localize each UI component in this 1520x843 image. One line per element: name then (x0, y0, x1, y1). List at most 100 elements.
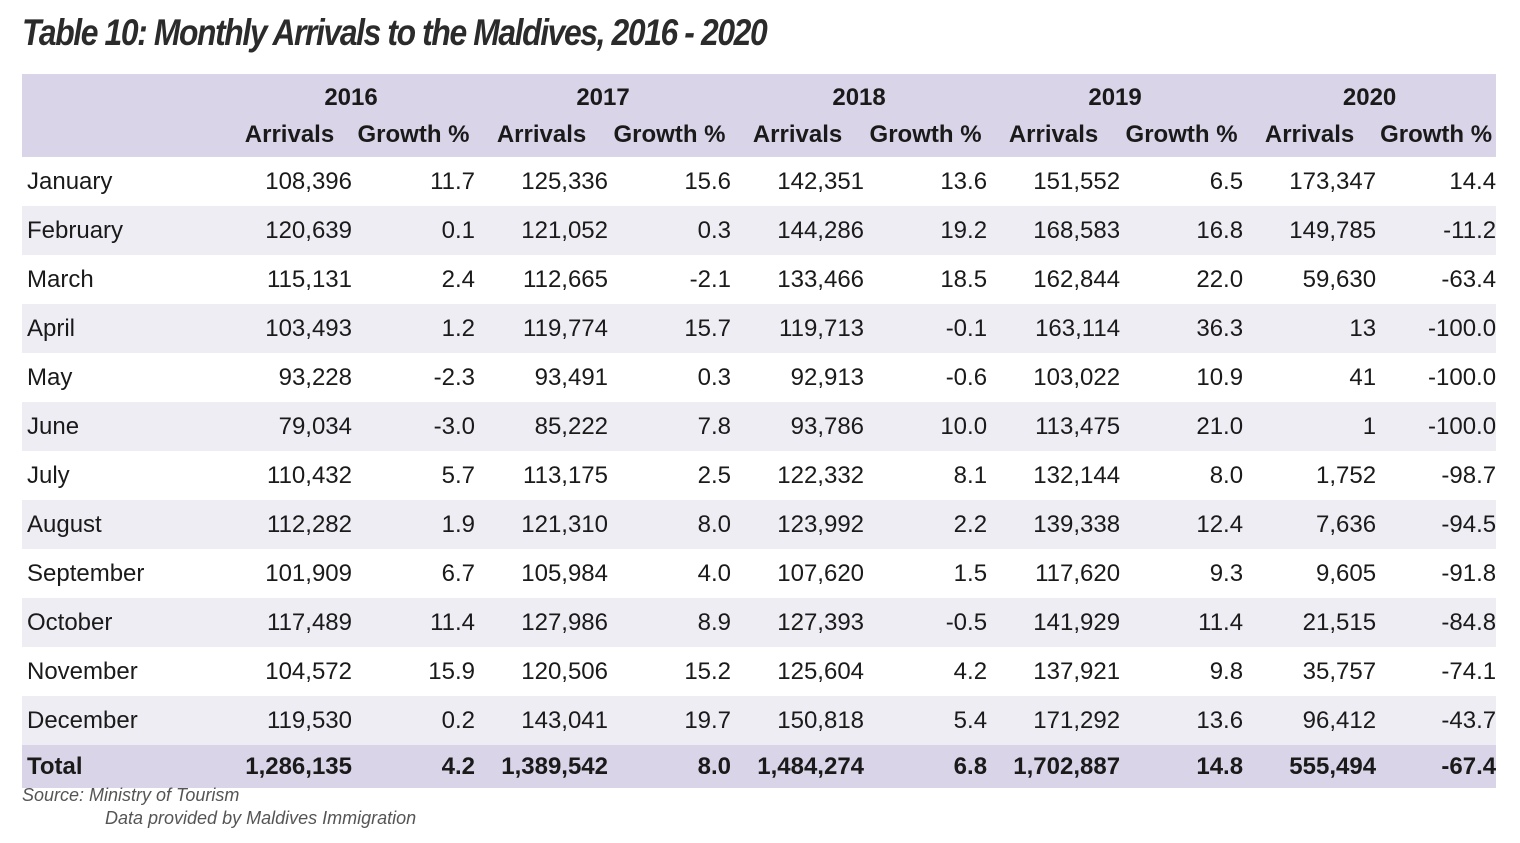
month-cell: July (27, 461, 70, 489)
growth-header: Growth % (864, 112, 988, 157)
arrivals-cell: 9,605 (1316, 559, 1377, 587)
arrivals-cell: 143,041 (475, 696, 609, 745)
arrivals-cell: 133,466 (777, 265, 865, 293)
total-row: Total 1,286,135 4.2 1,389,542 8.0 1,484,… (22, 745, 1497, 788)
growth-cell: -0.5 (864, 598, 988, 647)
table-row: April 103,493 1.2 119,774 15.7 119,713 -0.1 163… (22, 304, 1497, 353)
arrivals-cell: 125,336 (521, 167, 609, 195)
month-cell: March (27, 265, 94, 293)
arrivals-cell: 21,515 (1243, 598, 1377, 647)
arrivals-cell: 163,114 (987, 304, 1121, 353)
growth-cell: -0.6 (945, 363, 988, 391)
growth-cell: 7.8 (608, 402, 732, 451)
growth-cell: 12.4 (1120, 500, 1244, 549)
month-cell: October (22, 598, 227, 647)
arrivals-cell: 96,412 (1243, 696, 1377, 745)
growth-cell: -2.3 (433, 363, 476, 391)
month-cell: December (22, 696, 227, 745)
arrivals-header: Arrivals (227, 112, 352, 157)
arrivals-cell: 117,489 (227, 598, 352, 647)
arrivals-cell: 108,396 (265, 167, 352, 195)
growth-cell: 0.3 (608, 206, 732, 255)
growth-cell: 1.9 (352, 500, 476, 549)
growth-cell: 2.4 (441, 265, 476, 293)
growth-cell: -100.0 (1376, 304, 1497, 353)
growth-header: Growth % (1376, 112, 1497, 157)
arrivals-cell: 127,986 (475, 598, 609, 647)
arrivals-cell: 101,909 (265, 559, 352, 587)
table-row: October 117,489 11.4 127,986 8.9 127,393 -0.5 1… (22, 598, 1497, 647)
arrivals-cell: 149,785 (1243, 206, 1377, 255)
growth-cell: 8.0 (608, 500, 732, 549)
growth-header: Growth % (608, 112, 732, 157)
arrivals-cell: 92,913 (790, 363, 865, 391)
total-arrivals-cell: 1,389,542 (475, 745, 609, 788)
growth-cell: 36.3 (1120, 304, 1244, 353)
arrivals-cell: 1 (1243, 402, 1377, 451)
growth-cell: 1.5 (953, 559, 988, 587)
growth-cell: -100.0 (1376, 402, 1497, 451)
growth-cell: 11.4 (1120, 598, 1244, 647)
table-row: July 110,432 5.7 113,175 2.5 122,332 8.1 132,14… (22, 451, 1496, 500)
growth-cell: 0.3 (697, 363, 732, 391)
growth-header: Growth % (1120, 112, 1244, 157)
arrivals-cell: 103,493 (227, 304, 352, 353)
arrivals-cell: 168,583 (987, 206, 1121, 255)
arrivals-cell: 93,491 (534, 363, 609, 391)
growth-cell: 15.9 (428, 657, 476, 685)
growth-cell: 8.1 (953, 461, 988, 489)
table-body: January 108,396 11.7 125,336 15.6 142,351 13.6… (22, 157, 1497, 745)
month-cell: May (27, 363, 73, 391)
month-cell: January (27, 167, 113, 195)
month-cell: April (22, 304, 227, 353)
month-cell: June (22, 402, 227, 451)
arrivals-cell: 121,052 (475, 206, 609, 255)
arrivals-cell: 13 (1243, 304, 1377, 353)
arrivals-cell: 117,620 (1035, 559, 1121, 587)
arrivals-cell: 110,432 (267, 461, 352, 489)
arrivals-cell: 112,665 (523, 265, 609, 293)
growth-cell: 4.0 (697, 559, 732, 587)
arrivals-cell: 173,347 (1289, 167, 1377, 195)
arrivals-cell: 103,022 (1033, 363, 1121, 391)
arrivals-cell: 171,292 (987, 696, 1121, 745)
month-cell: August (22, 500, 227, 549)
growth-cell: -63.4 (1441, 265, 1497, 293)
table-row: November 104,572 15.9 120,506 15.2 125,604 4.2… (22, 647, 1496, 696)
arrivals-cell: 125,604 (777, 657, 865, 685)
growth-cell: 15.2 (684, 657, 732, 685)
growth-cell: 5.4 (864, 696, 988, 745)
arrivals-cell: 150,818 (731, 696, 865, 745)
growth-cell: 10.0 (864, 402, 988, 451)
growth-cell: -74.1 (1441, 657, 1497, 685)
page-title: Table 10: Monthly Arrivals to the Maldiv… (22, 12, 768, 53)
arrivals-cell: 79,034 (227, 402, 352, 451)
growth-cell: 10.9 (1196, 363, 1244, 391)
arrivals-cell: 107,620 (777, 559, 865, 587)
total-growth-cell: 8.0 (608, 745, 732, 788)
growth-cell: -2.1 (689, 265, 732, 293)
growth-cell: 2.2 (864, 500, 988, 549)
arrivals-cell: 139,338 (987, 500, 1121, 549)
arrivals-cell: 151,552 (1033, 167, 1121, 195)
total-arrivals-cell: 1,286,135 (227, 745, 352, 788)
arrivals-header: Arrivals (731, 112, 865, 157)
arrivals-cell: 104,572 (265, 657, 352, 685)
growth-header: Growth % (352, 112, 476, 157)
arrivals-cell: 120,506 (521, 657, 609, 685)
arrivals-cell: 1,752 (1316, 461, 1377, 489)
total-growth-cell: 4.2 (352, 745, 476, 788)
year-header: 2019 (987, 74, 1244, 112)
growth-cell: 15.6 (684, 167, 732, 195)
corner-cell (22, 112, 227, 157)
arrivals-cell: 121,310 (475, 500, 609, 549)
growth-cell: 1.2 (352, 304, 476, 353)
growth-cell: 6.7 (441, 559, 476, 587)
data-provider-line: Data provided by Maldives Immigration (105, 808, 417, 828)
year-header-row: 2016 2017 2018 2019 2020 (22, 74, 1497, 112)
month-cell: November (27, 657, 138, 685)
arrivals-cell: 144,286 (731, 206, 865, 255)
arrivals-cell: 115,131 (267, 265, 352, 293)
total-growth-cell: 14.8 (1120, 745, 1244, 788)
arrivals-cell: 137,921 (1033, 657, 1121, 685)
